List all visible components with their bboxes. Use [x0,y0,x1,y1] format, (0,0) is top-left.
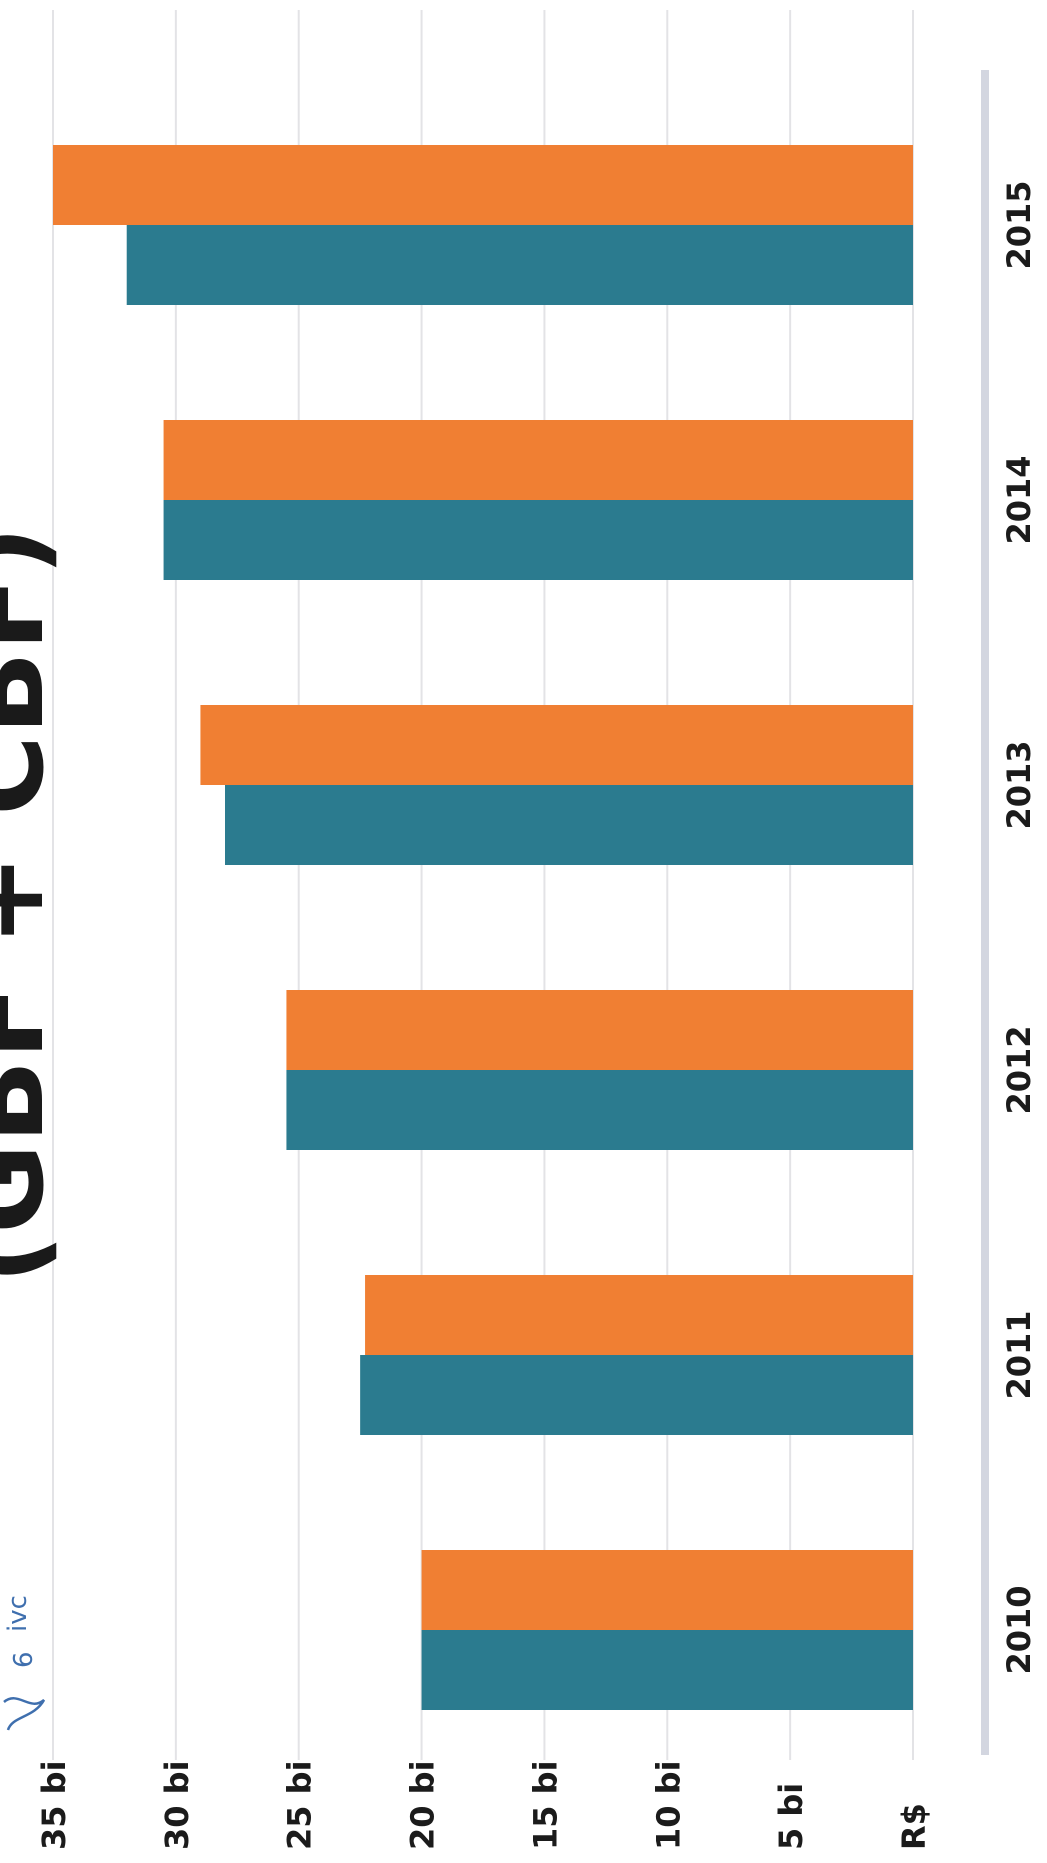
category-label-2011: 2011 [1000,1310,1038,1399]
bar-series-2-2012 [286,990,913,1070]
category-label-2015: 2015 [1000,180,1038,269]
category-axis-labels: 2010 2011 2012 2013 2014 2015 [1000,180,1038,1674]
bar-layer [53,145,914,1710]
category-label-2013: 2013 [1000,740,1038,829]
category-label-2012: 2012 [1000,1025,1038,1114]
value-axis-ticks: R$ 5 bi 10 bi 15 bi 20 bi 25 bi 30 bi 35 bi [35,1760,933,1850]
bar-series-2-2015 [53,145,913,225]
bar-series-1-2010 [421,1630,913,1710]
bar-series-2-2013 [200,705,913,785]
value-tick-label: 15 bi [526,1760,564,1850]
stamp-text: ivc [3,1595,33,1632]
value-tick-label: 35 bi [35,1760,73,1850]
value-tick-label: 30 bi [158,1760,196,1850]
bar-series-1-2013 [225,785,913,865]
value-tick-label: 5 bi [772,1783,810,1850]
bar-series-1-2011 [360,1355,914,1435]
value-tick-label: 25 bi [281,1760,319,1850]
value-tick-label: 10 bi [649,1760,687,1850]
chart-title: (GBF + CBF) [0,526,68,1284]
stamp-number: 6 [9,1651,39,1668]
bar-series-1-2015 [126,225,913,305]
bar-series-2-2011 [365,1275,913,1355]
signature-mark [3,1697,46,1731]
value-tick-label: 20 bi [404,1760,442,1850]
bar-series-1-2012 [286,1070,913,1150]
category-label-2014: 2014 [1000,455,1038,544]
bar-series-1-2014 [163,500,914,580]
value-tick-label: R$ [895,1803,933,1850]
bar-series-2-2014 [163,420,914,500]
bar-series-2-2010 [421,1550,913,1630]
handwritten-stamp: ivc 6 [3,1595,46,1731]
category-label-2010: 2010 [1000,1585,1038,1674]
